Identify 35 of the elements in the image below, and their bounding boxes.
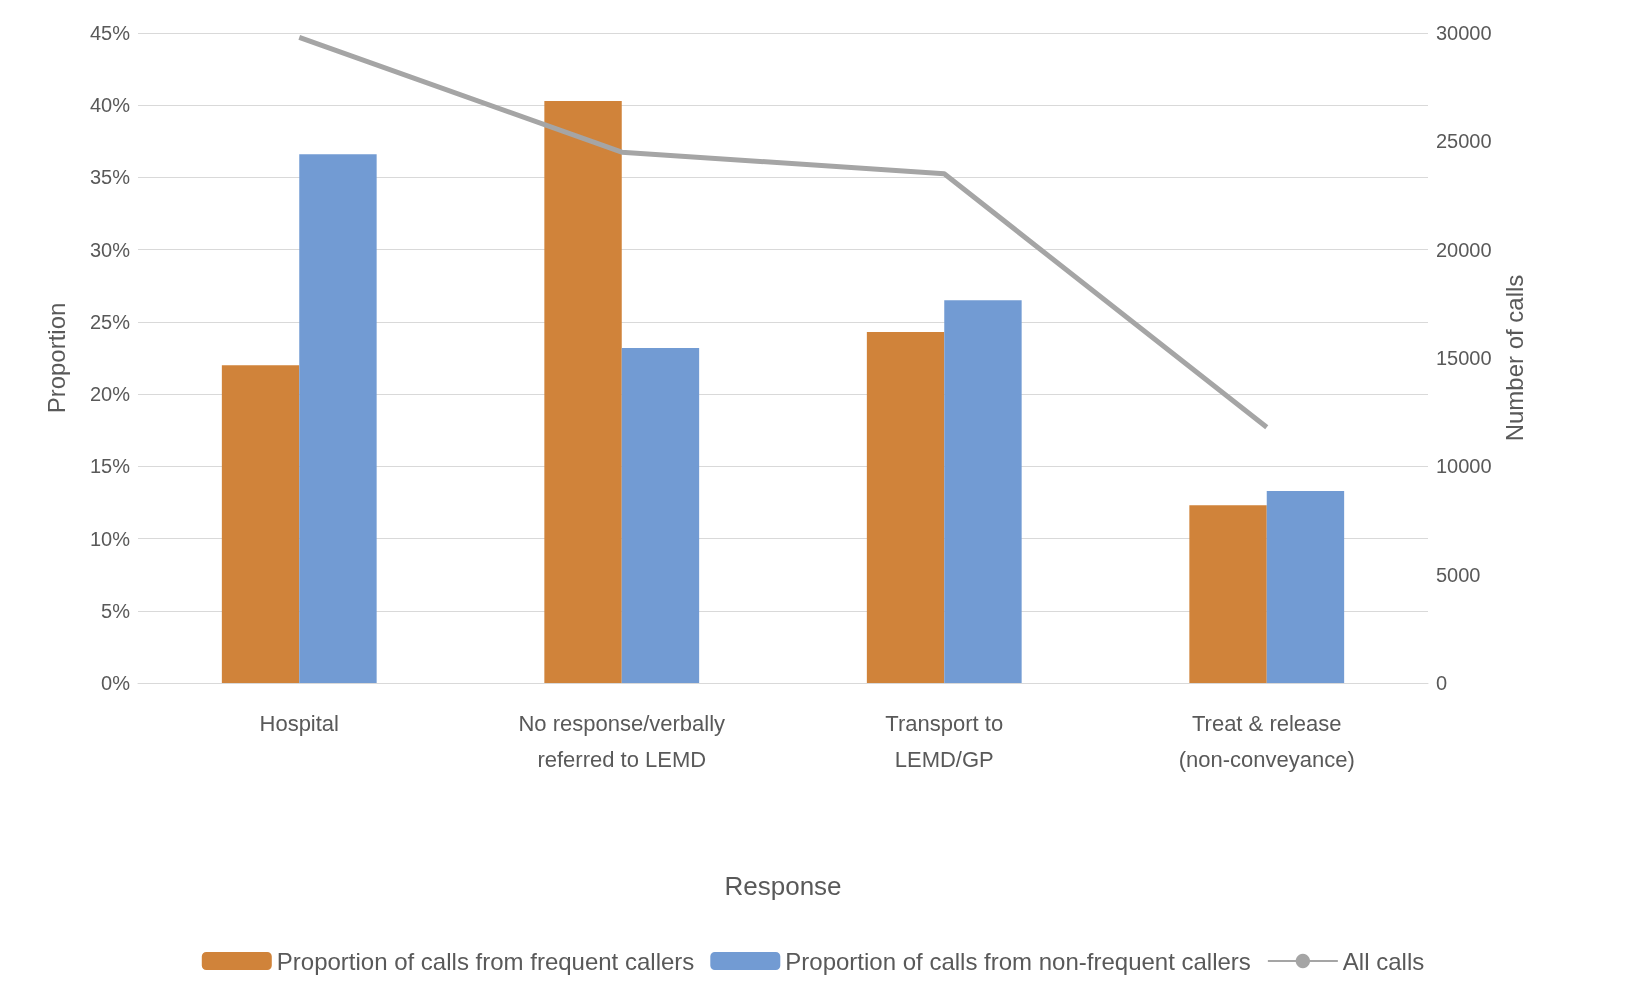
y-tick-label: 45%: [89, 22, 131, 44]
y-tick-label: 25%: [89, 310, 131, 333]
bar: [544, 100, 622, 683]
legend-label: Proportion of calls from frequent callers: [276, 947, 695, 975]
bar: [1189, 505, 1267, 683]
x-tick-label: No response/verbally referred to LEMD: [518, 710, 726, 772]
x-tick-label: Treat & release (non-conveyance): [1178, 710, 1355, 772]
y2-tick-label: 10000: [1436, 455, 1492, 478]
x-tick-label: Transport to LEMD/GP: [885, 710, 1004, 772]
y-tick-label: 40%: [89, 94, 131, 117]
bar: [221, 365, 300, 683]
bar: [621, 347, 700, 683]
y2-tick-label: 30000: [1436, 22, 1492, 44]
y2-tick-label: 25000: [1436, 130, 1492, 153]
y-tick-label: 20%: [89, 383, 131, 406]
y-tick-label: 0%: [101, 672, 131, 694]
y-tick-label: 35%: [89, 166, 131, 189]
bar: [299, 154, 377, 683]
y2-tick-label: 20000: [1436, 238, 1492, 261]
y2-axis-title: Number of calls: [1501, 274, 1529, 442]
y-tick-label: 10%: [89, 527, 131, 550]
y-tick-label: 5%: [101, 599, 131, 622]
bar: [866, 332, 945, 683]
legend-label: Proportion of calls from non-frequent callers: [785, 947, 1251, 975]
bar: [944, 300, 1022, 683]
y2-tick-label: 15000: [1436, 347, 1492, 369]
legend-label: All calls: [1342, 947, 1425, 975]
bar: [1266, 490, 1345, 683]
y2-tick-label: 0: [1436, 672, 1448, 694]
x-tick-label: Hospital: [259, 710, 339, 736]
y2-tick-label: 5000: [1436, 563, 1481, 586]
y-axis-title: Proportion: [42, 302, 70, 414]
x-axis-title: Response: [724, 871, 842, 901]
y-tick-label: 30%: [89, 238, 131, 261]
y-tick-label: 15%: [89, 455, 131, 478]
